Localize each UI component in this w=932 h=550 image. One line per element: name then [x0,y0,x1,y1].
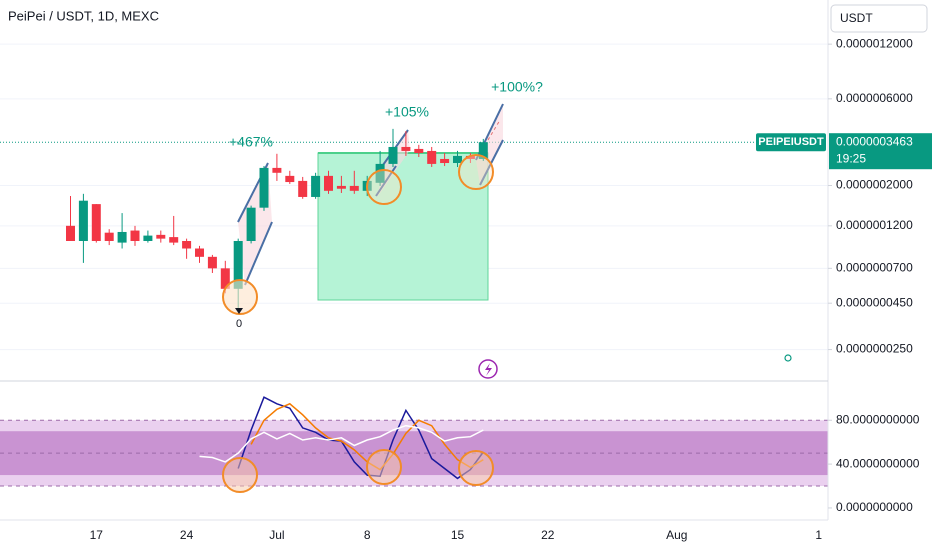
y-tick-label: 0.0000001200 [836,218,913,232]
candle-body [66,225,75,241]
y-tick-label: 40.0000000000 [836,456,920,470]
candle-body [233,240,243,289]
annotation: 0 [236,318,242,330]
band [0,431,828,476]
highlight-circle [222,457,258,493]
projection-line [487,119,501,141]
candle-body [375,163,385,183]
candle-body [130,230,140,241]
countdown-label: 19:25 [836,151,866,165]
candle-body [169,237,179,243]
currency-label[interactable]: USDT [840,11,873,25]
symbol-label: PEIPEIUSDT [758,136,824,148]
candle-body [478,142,488,159]
y-tick-label: 0.0000000250 [836,342,913,356]
y-tick-label: 0.0000012000 [836,36,913,50]
marker-arrow [235,308,243,314]
x-tick-label: 24 [180,528,194,542]
grid [0,43,828,487]
candle-body [143,235,153,241]
candle-body [117,231,127,243]
candle-body [349,185,359,191]
candle-body [78,200,88,241]
highlight-circle [458,154,494,190]
x-tick-label: Aug [666,528,687,542]
candle-body [104,232,114,241]
candle-body [453,155,462,164]
y-tick-label: 0.0000006000 [836,91,913,105]
oscillator-line [237,396,484,480]
candle-body [427,150,437,164]
x-tick-label: 17 [90,528,104,542]
candle-body [272,167,282,173]
candle-body [440,158,450,164]
trend-line [479,139,504,186]
last-price-label: 0.0000003463 [836,134,913,148]
event-icon-bolt [485,363,492,376]
candle-body [91,204,101,241]
trend-line [375,165,397,197]
highlight-circle [458,450,494,486]
candle-body [220,268,230,289]
candle-body [311,175,321,197]
x-tick-label: 15 [451,528,465,542]
candle-body [207,256,217,269]
x-tick-label: Jul [269,528,284,542]
currency-button[interactable] [830,4,928,33]
y-tick-label: 0.0000000700 [836,261,913,275]
candle-body [401,146,411,151]
y-tick-label: 0.0000002000 [836,178,913,192]
highlight-circle [366,169,402,205]
chart-title: PeiPei / USDT, 1D, MEXC [8,8,159,23]
symbol-label-box [756,133,826,152]
candle-body [182,240,192,249]
candle-body [336,185,346,189]
candle-body [465,155,475,159]
y-tick-label: 0.0000000000 [836,500,913,514]
candle-body [259,167,269,208]
candle-body [388,146,398,164]
x-tick-label: 8 [364,528,371,542]
y-tick-label: 80.0000000000 [836,412,920,426]
trend-line [244,221,273,286]
candle-body [414,148,424,153]
candle-body [285,175,295,183]
x-tick-label: 1 [815,528,822,542]
annotation: +105% [385,104,429,120]
candle-body [246,207,256,241]
x-tick-label: 22 [541,528,555,542]
y-tick-label: 0.0000000450 [836,295,913,309]
candle-body [324,175,333,191]
highlight-circle [222,279,258,315]
event-icon[interactable] [478,359,498,379]
channel-fill [476,104,503,185]
last-price-box [829,133,932,170]
candle-body [156,234,166,239]
candle-body [195,248,204,257]
highlight-circle [366,449,402,485]
candle-body [298,180,308,197]
oscillator-line [199,424,484,463]
annotation: +100%? [491,79,543,95]
annotation: +467% [229,134,273,150]
session-icon [784,354,792,362]
